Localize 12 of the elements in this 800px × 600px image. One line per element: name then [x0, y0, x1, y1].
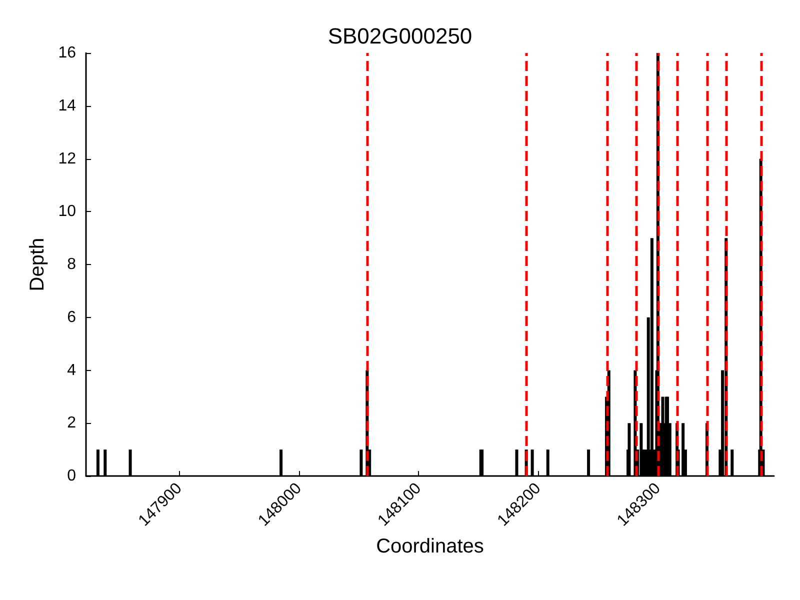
y-tick-label: 12	[58, 150, 76, 168]
x-axis-title: Coordinates	[376, 535, 484, 558]
y-tick-label: 0	[67, 468, 76, 484]
y-tick-label: 16	[58, 44, 76, 62]
y-tick-label: 6	[67, 308, 76, 326]
y-tick-label: 4	[67, 362, 76, 379]
y-tick-label: 10	[58, 203, 76, 220]
y-tick-label: 14	[58, 97, 76, 114]
y-tick-label: 8	[67, 256, 76, 273]
y-tick-label: 2	[67, 414, 76, 432]
chart-title: SB02G000250	[328, 24, 472, 48]
y-axis-title: Depth	[26, 238, 48, 292]
